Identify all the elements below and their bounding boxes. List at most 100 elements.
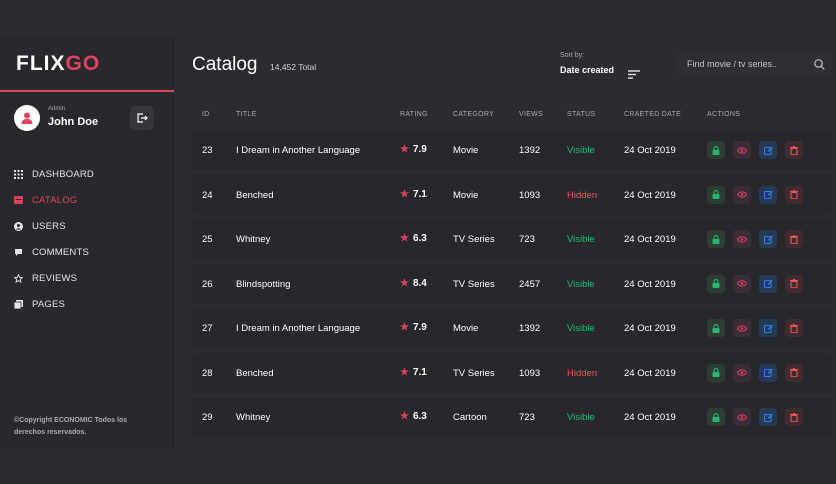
sort-label: Sort by:: [560, 52, 585, 59]
cell-rating: ★ 7.9: [400, 322, 427, 333]
sort-dropdown[interactable]: Date created: [560, 65, 615, 75]
delete-button[interactable]: [785, 274, 803, 293]
cell-category: TV Series: [453, 367, 495, 379]
view-button[interactable]: [733, 230, 751, 248]
nav-item-reviews[interactable]: REVIEWS: [14, 265, 94, 291]
cell-views: 1392: [519, 145, 541, 156]
trash-icon: [790, 145, 798, 155]
cell-id: 26: [202, 278, 213, 290]
cell-id: 25: [202, 234, 213, 245]
cell-created-date: 24 Oct 2019: [624, 189, 676, 201]
column-header-views[interactable]: VIEWS: [519, 111, 544, 118]
trash-icon: [790, 368, 798, 377]
lock-button[interactable]: [707, 363, 725, 382]
nav-label-reviews: REVIEWS: [32, 272, 78, 284]
delete-button[interactable]: [785, 185, 803, 204]
eye-icon: [737, 191, 747, 198]
edit-button[interactable]: [759, 274, 777, 293]
view-button[interactable]: [733, 363, 751, 382]
row-actions: [707, 319, 811, 337]
cell-created-date: 24 Oct 2019: [624, 412, 676, 423]
column-header-status[interactable]: STATUS: [567, 111, 596, 118]
sort-icon[interactable]: [628, 66, 640, 84]
lock-button[interactable]: [707, 319, 725, 337]
view-button[interactable]: [733, 274, 751, 293]
trash-icon: [790, 323, 798, 333]
cell-category: Movie: [453, 189, 479, 201]
edit-button[interactable]: [759, 185, 777, 204]
logo[interactable]: FLIXGO: [16, 52, 100, 76]
rating-value: 7.1: [412, 188, 427, 200]
row-actions: [707, 408, 811, 426]
view-button[interactable]: [733, 185, 751, 204]
logo-part-2: GO: [65, 52, 101, 75]
cell-rating: ★ 6.3: [400, 233, 427, 244]
search-box: [677, 51, 832, 77]
nav-item-comments[interactable]: COMMENTS: [14, 239, 94, 265]
table-row: 28 Benched ★ 7.1 TV Series 1093 Hidden 24 Oct 2…: [192, 352, 832, 393]
edit-icon: [763, 413, 773, 422]
rating-star-icon: ★: [400, 366, 409, 378]
view-button[interactable]: [733, 141, 751, 159]
delete-button[interactable]: [785, 363, 803, 382]
cell-id: 27: [202, 323, 213, 334]
edit-button[interactable]: [759, 319, 777, 337]
column-header-title[interactable]: TITLE: [236, 111, 257, 118]
cell-rating: ★ 7.1: [400, 367, 427, 378]
edit-button[interactable]: [759, 408, 777, 426]
column-header-category[interactable]: CATEGORY: [453, 111, 495, 118]
cell-title: Blindspotting: [236, 278, 291, 290]
edit-icon: [763, 368, 773, 377]
edit-button[interactable]: [759, 141, 777, 159]
view-button[interactable]: [733, 408, 751, 426]
trash-icon: [790, 279, 798, 288]
rating-star-icon: ★: [400, 144, 409, 155]
comments-icon: [14, 248, 24, 257]
search-button[interactable]: [812, 57, 826, 71]
nav-item-dashboard[interactable]: DASHBOARD: [14, 161, 94, 187]
rating-value: 7.9: [412, 322, 427, 333]
nav-item-users[interactable]: USERS: [14, 213, 94, 239]
view-button[interactable]: [733, 319, 751, 337]
lock-icon: [712, 323, 720, 333]
edit-icon: [763, 235, 773, 244]
cell-rating: ★ 8.4: [400, 278, 427, 289]
user-name: John Doe: [48, 116, 99, 128]
column-header-rating[interactable]: RATING: [400, 111, 428, 118]
column-header-id[interactable]: ID: [202, 111, 210, 118]
column-header-created-date[interactable]: CRAETED DATE: [624, 111, 682, 118]
row-actions: [707, 185, 811, 204]
edit-button[interactable]: [759, 363, 777, 382]
lock-button[interactable]: [707, 408, 725, 426]
table-row: 23 I Dream in Another Language ★ 7.9 Movie 13…: [192, 130, 832, 170]
delete-button[interactable]: [785, 408, 803, 426]
trash-icon: [790, 412, 798, 422]
row-actions: [707, 274, 811, 293]
nav-item-catalog[interactable]: CATALOG: [14, 187, 94, 213]
lock-button[interactable]: [707, 185, 725, 204]
nav-label-dashboard: DASHBOARD: [32, 168, 94, 180]
lock-button[interactable]: [707, 230, 725, 248]
cell-id: 24: [202, 189, 213, 201]
lock-button[interactable]: [707, 274, 725, 293]
delete-button[interactable]: [785, 319, 803, 337]
lock-button[interactable]: [707, 141, 725, 159]
table-row: 26 Blindspotting ★ 8.4 TV Series 2457 Visible 2…: [192, 263, 832, 304]
cell-status: Visible: [567, 145, 595, 156]
eye-icon: [737, 235, 747, 243]
cell-status: Visible: [567, 278, 595, 290]
search-input[interactable]: [677, 51, 807, 77]
nav-label-catalog: CATALOG: [32, 194, 78, 206]
nav-item-pages[interactable]: PAGES: [14, 291, 94, 317]
delete-button[interactable]: [785, 230, 803, 248]
copyright-text: ©Copyright ECONOMIC Todos los derechos r…: [14, 417, 128, 436]
cell-title: Benched: [236, 189, 274, 201]
total-count: 14,452 Total: [270, 62, 317, 72]
cell-category: TV Series: [453, 234, 495, 245]
delete-button[interactable]: [785, 141, 803, 159]
lock-icon: [712, 190, 720, 199]
edit-button[interactable]: [759, 230, 777, 248]
logout-button[interactable]: [130, 106, 154, 130]
logout-icon: [137, 113, 148, 123]
cell-title: I Dream in Another Language: [236, 323, 361, 334]
